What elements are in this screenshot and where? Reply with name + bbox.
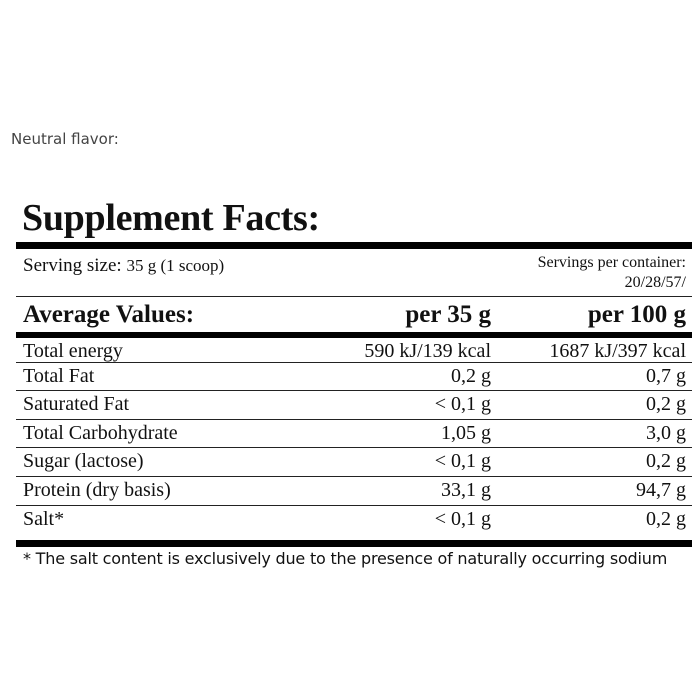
value-per-100g: 3,0 g bbox=[646, 422, 686, 444]
divider-thick bbox=[16, 332, 692, 338]
value-per-35g: 33,1 g bbox=[441, 479, 491, 501]
row-divider bbox=[16, 447, 692, 448]
value-per-100g: 0,2 g bbox=[646, 450, 686, 472]
value-per-35g: < 0,1 g bbox=[434, 393, 491, 415]
table-row: Protein (dry basis) 33,1 g 94,7 g bbox=[16, 477, 692, 505]
divider-thin bbox=[16, 296, 692, 297]
value-per-100g: 0,2 g bbox=[646, 393, 686, 415]
value-per-35g: < 0,1 g bbox=[434, 508, 491, 530]
header-per-35g: per 35 g bbox=[405, 301, 491, 328]
nutrient-name: Protein (dry basis) bbox=[23, 479, 171, 501]
divider-thick bbox=[16, 242, 692, 249]
serving-size-value: 35 g (1 scoop) bbox=[126, 256, 225, 275]
value-per-35g: 0,2 g bbox=[451, 365, 491, 387]
servings-per-container-value: 20/28/57/ bbox=[624, 274, 686, 291]
header-average-values: Average Values: bbox=[23, 301, 195, 328]
nutrient-name: Total energy bbox=[23, 340, 123, 362]
value-per-35g: 1,05 g bbox=[441, 422, 491, 444]
row-divider bbox=[16, 505, 692, 506]
row-divider bbox=[16, 476, 692, 477]
row-divider bbox=[16, 390, 692, 391]
row-divider bbox=[16, 419, 692, 420]
servings-per-container-label: Servings per container: bbox=[537, 254, 686, 271]
table-row: Sugar (lactose) < 0,1 g 0,2 g bbox=[16, 448, 692, 476]
table-row: Total Carbohydrate 1,05 g 3,0 g bbox=[16, 420, 692, 448]
nutrient-name: Total Carbohydrate bbox=[23, 422, 178, 444]
header-per-100g: per 100 g bbox=[587, 301, 686, 328]
value-per-100g: 0,2 g bbox=[646, 508, 686, 530]
value-per-35g: < 0,1 g bbox=[434, 450, 491, 472]
nutrient-name: Sugar (lactose) bbox=[23, 450, 144, 472]
serving-size: Serving size: 35 g (1 scoop) bbox=[23, 255, 224, 277]
value-per-100g: 0,7 g bbox=[646, 365, 686, 387]
nutrient-name: Salt* bbox=[23, 508, 65, 530]
row-divider bbox=[16, 362, 692, 363]
table-row: Salt* < 0,1 g 0,2 g bbox=[16, 506, 692, 534]
divider-thick bbox=[16, 540, 692, 547]
flavor-label: Neutral flavor: bbox=[11, 130, 119, 148]
nutrient-name: Total Fat bbox=[23, 365, 95, 387]
value-per-100g: 1687 kJ/397 kcal bbox=[549, 340, 686, 362]
table-row: Total Fat 0,2 g 0,7 g bbox=[16, 363, 692, 391]
value-per-35g: 590 kJ/139 kcal bbox=[364, 340, 491, 362]
serving-size-label: Serving size: bbox=[23, 255, 122, 276]
table-row: Saturated Fat < 0,1 g 0,2 g bbox=[16, 391, 692, 419]
table-row: Total energy 590 kJ/139 kcal 1687 kJ/397 k… bbox=[16, 338, 692, 366]
servings-per-container: Servings per container: 20/28/57/ bbox=[538, 253, 686, 293]
footnote: * The salt content is exclusively due to… bbox=[23, 549, 668, 568]
nutrient-name: Saturated Fat bbox=[23, 393, 130, 415]
value-per-100g: 94,7 g bbox=[636, 479, 686, 501]
page-title: Supplement Facts: bbox=[22, 197, 320, 239]
